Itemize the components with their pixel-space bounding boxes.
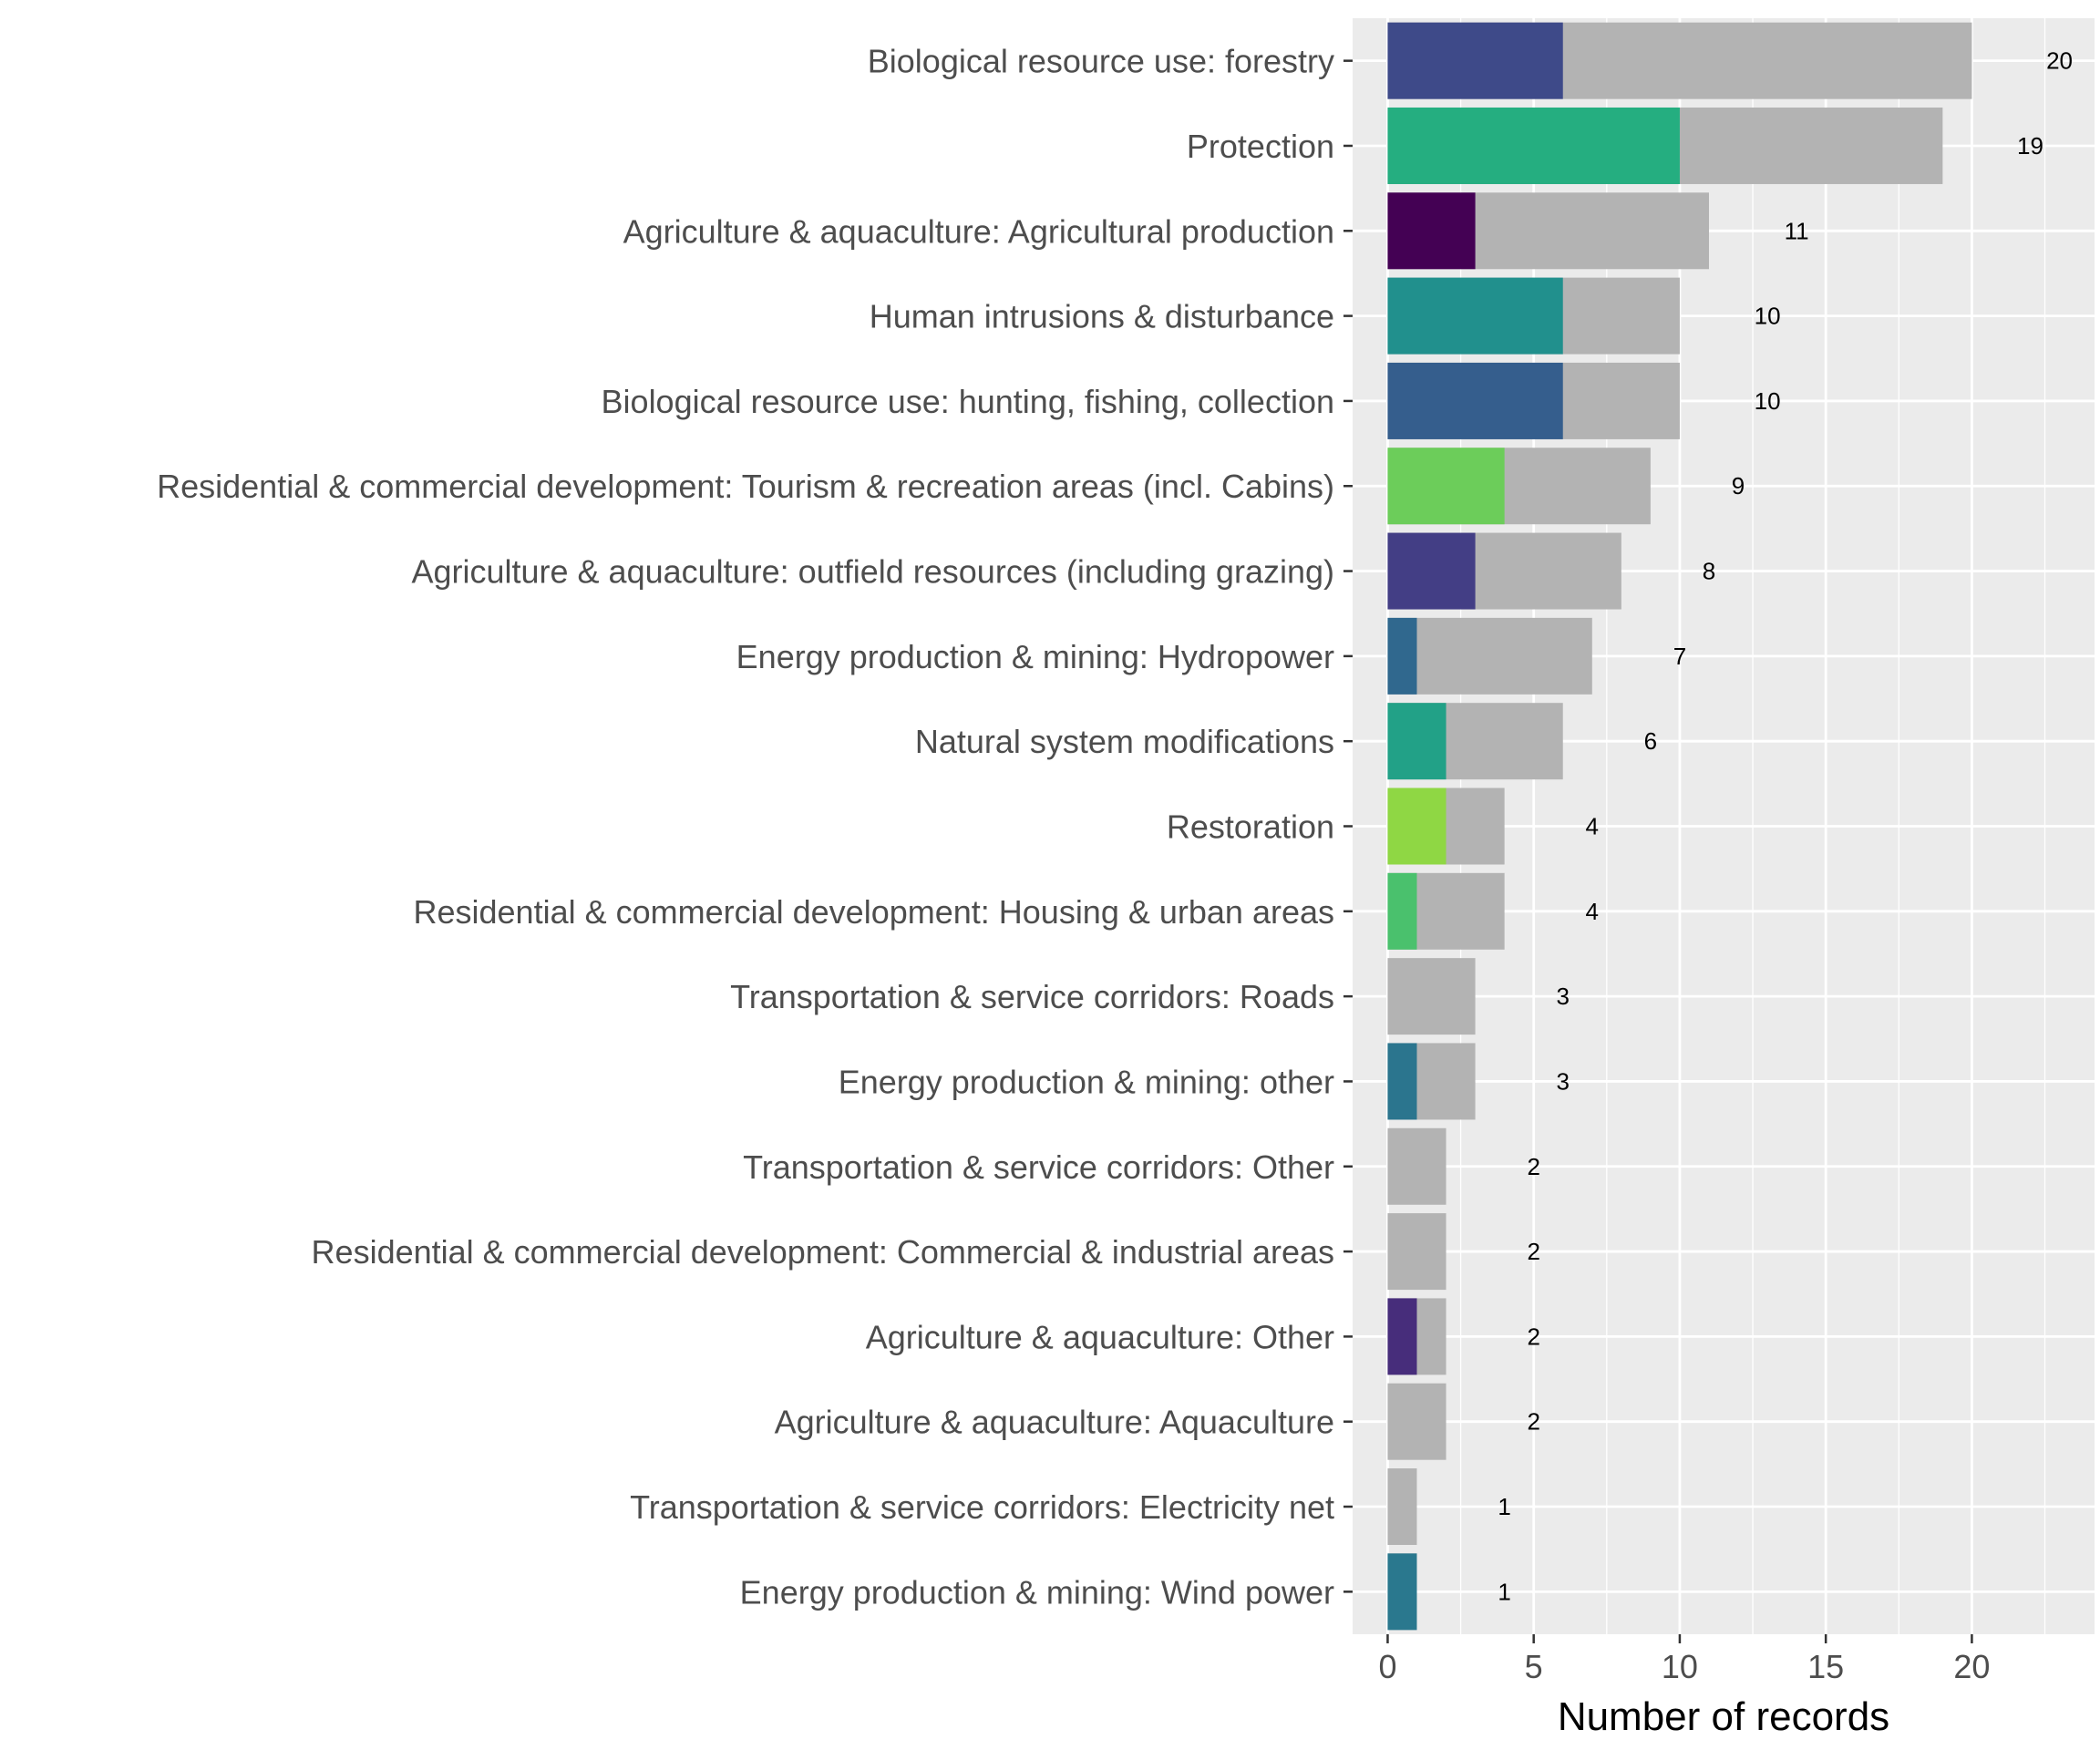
bar-total (1387, 1468, 1417, 1546)
y-tick-label: Agriculture & aquaculture: Other (866, 1318, 1334, 1355)
bar-total (1387, 1127, 1446, 1205)
y-tick-label: Agriculture & aquaculture: Agricultural … (623, 212, 1334, 250)
bar-total (1387, 958, 1476, 1035)
bar-highlighted (1387, 1553, 1417, 1631)
bar-data-label: 10 (1755, 303, 1781, 330)
y-tick-label: Protection (1187, 128, 1334, 165)
bar-highlighted (1387, 532, 1476, 610)
y-tick-label: Transportation & service corridors: Othe… (743, 1148, 1334, 1186)
y-tick-label: Biological resource use: hunting, fishin… (602, 383, 1334, 420)
bar-data-label: 2 (1527, 1323, 1539, 1350)
bar-highlighted (1387, 22, 1563, 99)
x-axis: 0 5 10 15 20 (1378, 1634, 1990, 1685)
bar-data-label: 10 (1755, 387, 1781, 415)
bar-total (1387, 1383, 1446, 1460)
bar-highlighted (1387, 1298, 1417, 1375)
x-tick-label: 0 (1378, 1648, 1396, 1685)
x-tick-label: 20 (1953, 1648, 1990, 1685)
bar-total (1387, 617, 1592, 695)
y-tick-label: Energy production & mining: other (839, 1063, 1334, 1100)
bar-highlighted (1387, 192, 1476, 270)
y-tick-label: Biological resource use: forestry (868, 43, 1334, 80)
bar-data-label: 4 (1586, 813, 1599, 840)
y-tick-label: Energy production & mining: Wind power (740, 1573, 1334, 1611)
y-tick-label: Transportation & service corridors: Road… (730, 978, 1334, 1015)
bar-data-label: 8 (1703, 558, 1715, 585)
bar-total (1387, 1213, 1446, 1291)
bar-data-label: 2 (1527, 1238, 1539, 1265)
bar-highlighted (1387, 362, 1563, 439)
bar-highlighted (1387, 107, 1680, 184)
y-tick-label: Residential & commercial development: Ho… (413, 893, 1334, 931)
y-tick-label: Human intrusions & disturbance (870, 298, 1334, 335)
bar-data-label: 2 (1527, 1408, 1539, 1436)
bar-data-label: 19 (2017, 132, 2043, 160)
y-axis: Biological resource use: forestry Protect… (157, 43, 1353, 1611)
y-tick-label: Energy production & mining: Hydropower (736, 638, 1334, 675)
y-tick-label: Residential & commercial development: To… (157, 468, 1334, 505)
y-tick-label: Natural system modifications (915, 723, 1334, 760)
y-tick-label: Agriculture & aquaculture: outfield reso… (411, 553, 1334, 591)
x-axis-title: Number of records (1558, 1694, 1889, 1739)
bar-highlighted (1387, 788, 1446, 865)
bar-data-label: 3 (1557, 983, 1570, 1010)
bar-data-label: 4 (1586, 898, 1599, 925)
bar-highlighted (1387, 1043, 1417, 1120)
y-tick-label: Restoration (1167, 808, 1334, 846)
bar-highlighted (1387, 872, 1417, 950)
bar-highlighted (1387, 703, 1446, 780)
bar-highlighted (1387, 448, 1505, 525)
bar-data-label: 20 (2046, 47, 2073, 75)
bars (1387, 22, 1972, 1631)
bar-data-label: 1 (1498, 1493, 1510, 1520)
x-tick-label: 15 (1807, 1648, 1844, 1685)
bar-data-label: 3 (1557, 1067, 1570, 1095)
bar-highlighted (1387, 277, 1563, 355)
bar-highlighted (1387, 617, 1417, 695)
bar-data-label: 9 (1732, 472, 1745, 499)
x-tick-label: 10 (1662, 1648, 1698, 1685)
bar-data-label: 11 (1785, 217, 1809, 244)
y-tick-label: Residential & commercial development: Co… (312, 1233, 1334, 1271)
bar-data-label: 2 (1527, 1153, 1539, 1180)
x-tick-label: 5 (1525, 1648, 1543, 1685)
bar-data-label: 7 (1673, 643, 1686, 670)
y-tick-label: Agriculture & aquaculture: Aquaculture (775, 1404, 1334, 1441)
y-tick-label: Transportation & service corridors: Elec… (630, 1488, 1334, 1526)
bar-data-label: 1 (1498, 1578, 1510, 1605)
bar-data-label: 6 (1644, 727, 1657, 755)
